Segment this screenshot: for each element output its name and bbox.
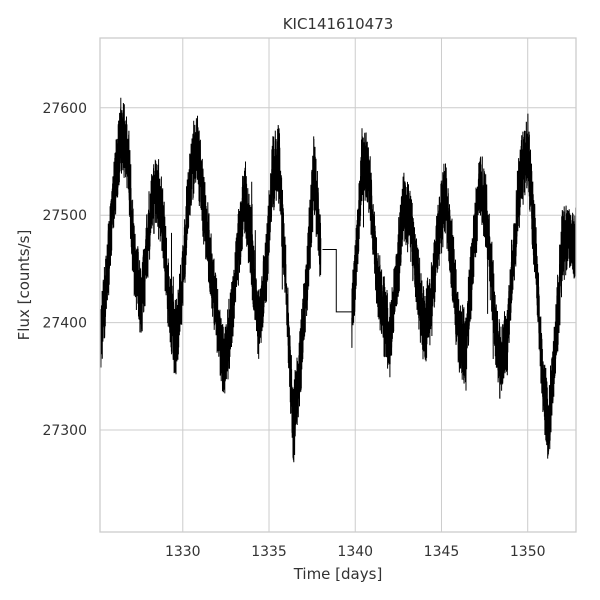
x-tick-label: 1340 — [337, 544, 373, 560]
x-tick-label: 1345 — [424, 544, 460, 560]
y-tick-label: 27500 — [42, 208, 87, 224]
x-tick-label: 1330 — [165, 544, 201, 560]
flux-line-segment — [99, 97, 322, 463]
plot-frame — [99, 37, 577, 533]
y-tick-label: 27400 — [42, 316, 87, 332]
y-tick-labels: 27300 27400 27500 27600 — [42, 101, 87, 439]
x-tick-label: 1350 — [510, 544, 546, 560]
x-tick-label: 1335 — [251, 544, 287, 560]
data-gap-connector — [322, 249, 352, 313]
x-tick-labels: 1330 1335 1340 1345 1350 — [165, 544, 546, 560]
chart-title: KIC141610473 — [283, 15, 394, 33]
y-axis-label: Flux [counts/s] — [15, 230, 33, 341]
y-tick-label: 27600 — [42, 101, 87, 117]
flux-line-segment — [351, 113, 577, 459]
x-axis-label: Time [days] — [293, 565, 383, 583]
y-tick-label: 27300 — [42, 423, 87, 439]
plot-area — [99, 97, 577, 463]
